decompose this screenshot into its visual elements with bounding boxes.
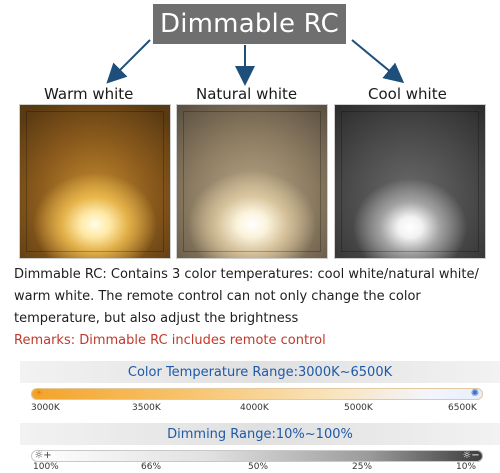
ct-tick-5000k: 5000K bbox=[344, 403, 373, 413]
ct-tick-3000k: 3000K bbox=[31, 403, 60, 413]
brightness-up-icon: ☼+ bbox=[34, 450, 52, 461]
dim-tick-25: 25% bbox=[352, 462, 373, 472]
dimming-bar: ☼+ ☼− bbox=[31, 450, 483, 462]
page-title-text: Dimmable RC bbox=[160, 9, 339, 39]
arrow-warm-icon bbox=[106, 39, 151, 84]
ct-tick-4000k: 4000K bbox=[240, 403, 269, 413]
pointer-arrows bbox=[106, 39, 405, 86]
brightness-down-icon: ☼− bbox=[462, 450, 480, 461]
color-temperature-title: Color Temperature Range:3000K~6500K bbox=[127, 364, 393, 380]
ct-tick-3500k: 3500K bbox=[132, 403, 161, 413]
sun-warm-icon: ☀ bbox=[34, 388, 44, 399]
dim-tick-100: 100% bbox=[33, 462, 59, 472]
natural-white-light-image bbox=[177, 105, 327, 258]
page-title: Dimmable RC bbox=[153, 4, 346, 44]
dimming-heading: Dimming Range:10%~100% bbox=[20, 423, 500, 445]
warm-white-light-image bbox=[20, 105, 170, 258]
dimming-title: Dimming Range:10%~100% bbox=[167, 426, 353, 442]
sun-cool-icon: ✺ bbox=[470, 388, 480, 399]
dim-tick-50: 50% bbox=[248, 462, 269, 472]
remarks-text: Remarks: Dimmable RC includes remote con… bbox=[14, 333, 326, 348]
color-temperature-heading: Color Temperature Range:3000K~6500K bbox=[20, 361, 500, 383]
dim-tick-10: 10% bbox=[456, 462, 477, 472]
arrow-cool-icon bbox=[351, 39, 405, 84]
color-temperature-bar: ☀ ✺ bbox=[31, 388, 483, 400]
ct-tick-6500k: 6500K bbox=[448, 403, 477, 413]
label-warm-white: Warm white bbox=[44, 85, 134, 103]
dim-tick-66: 66% bbox=[141, 462, 162, 472]
label-natural-white: Natural white bbox=[196, 85, 298, 103]
cool-white-light-image bbox=[335, 105, 485, 258]
label-cool-white: Cool white bbox=[368, 85, 447, 103]
description-text: Dimmable RC: Contains 3 color temperatur… bbox=[14, 267, 479, 326]
